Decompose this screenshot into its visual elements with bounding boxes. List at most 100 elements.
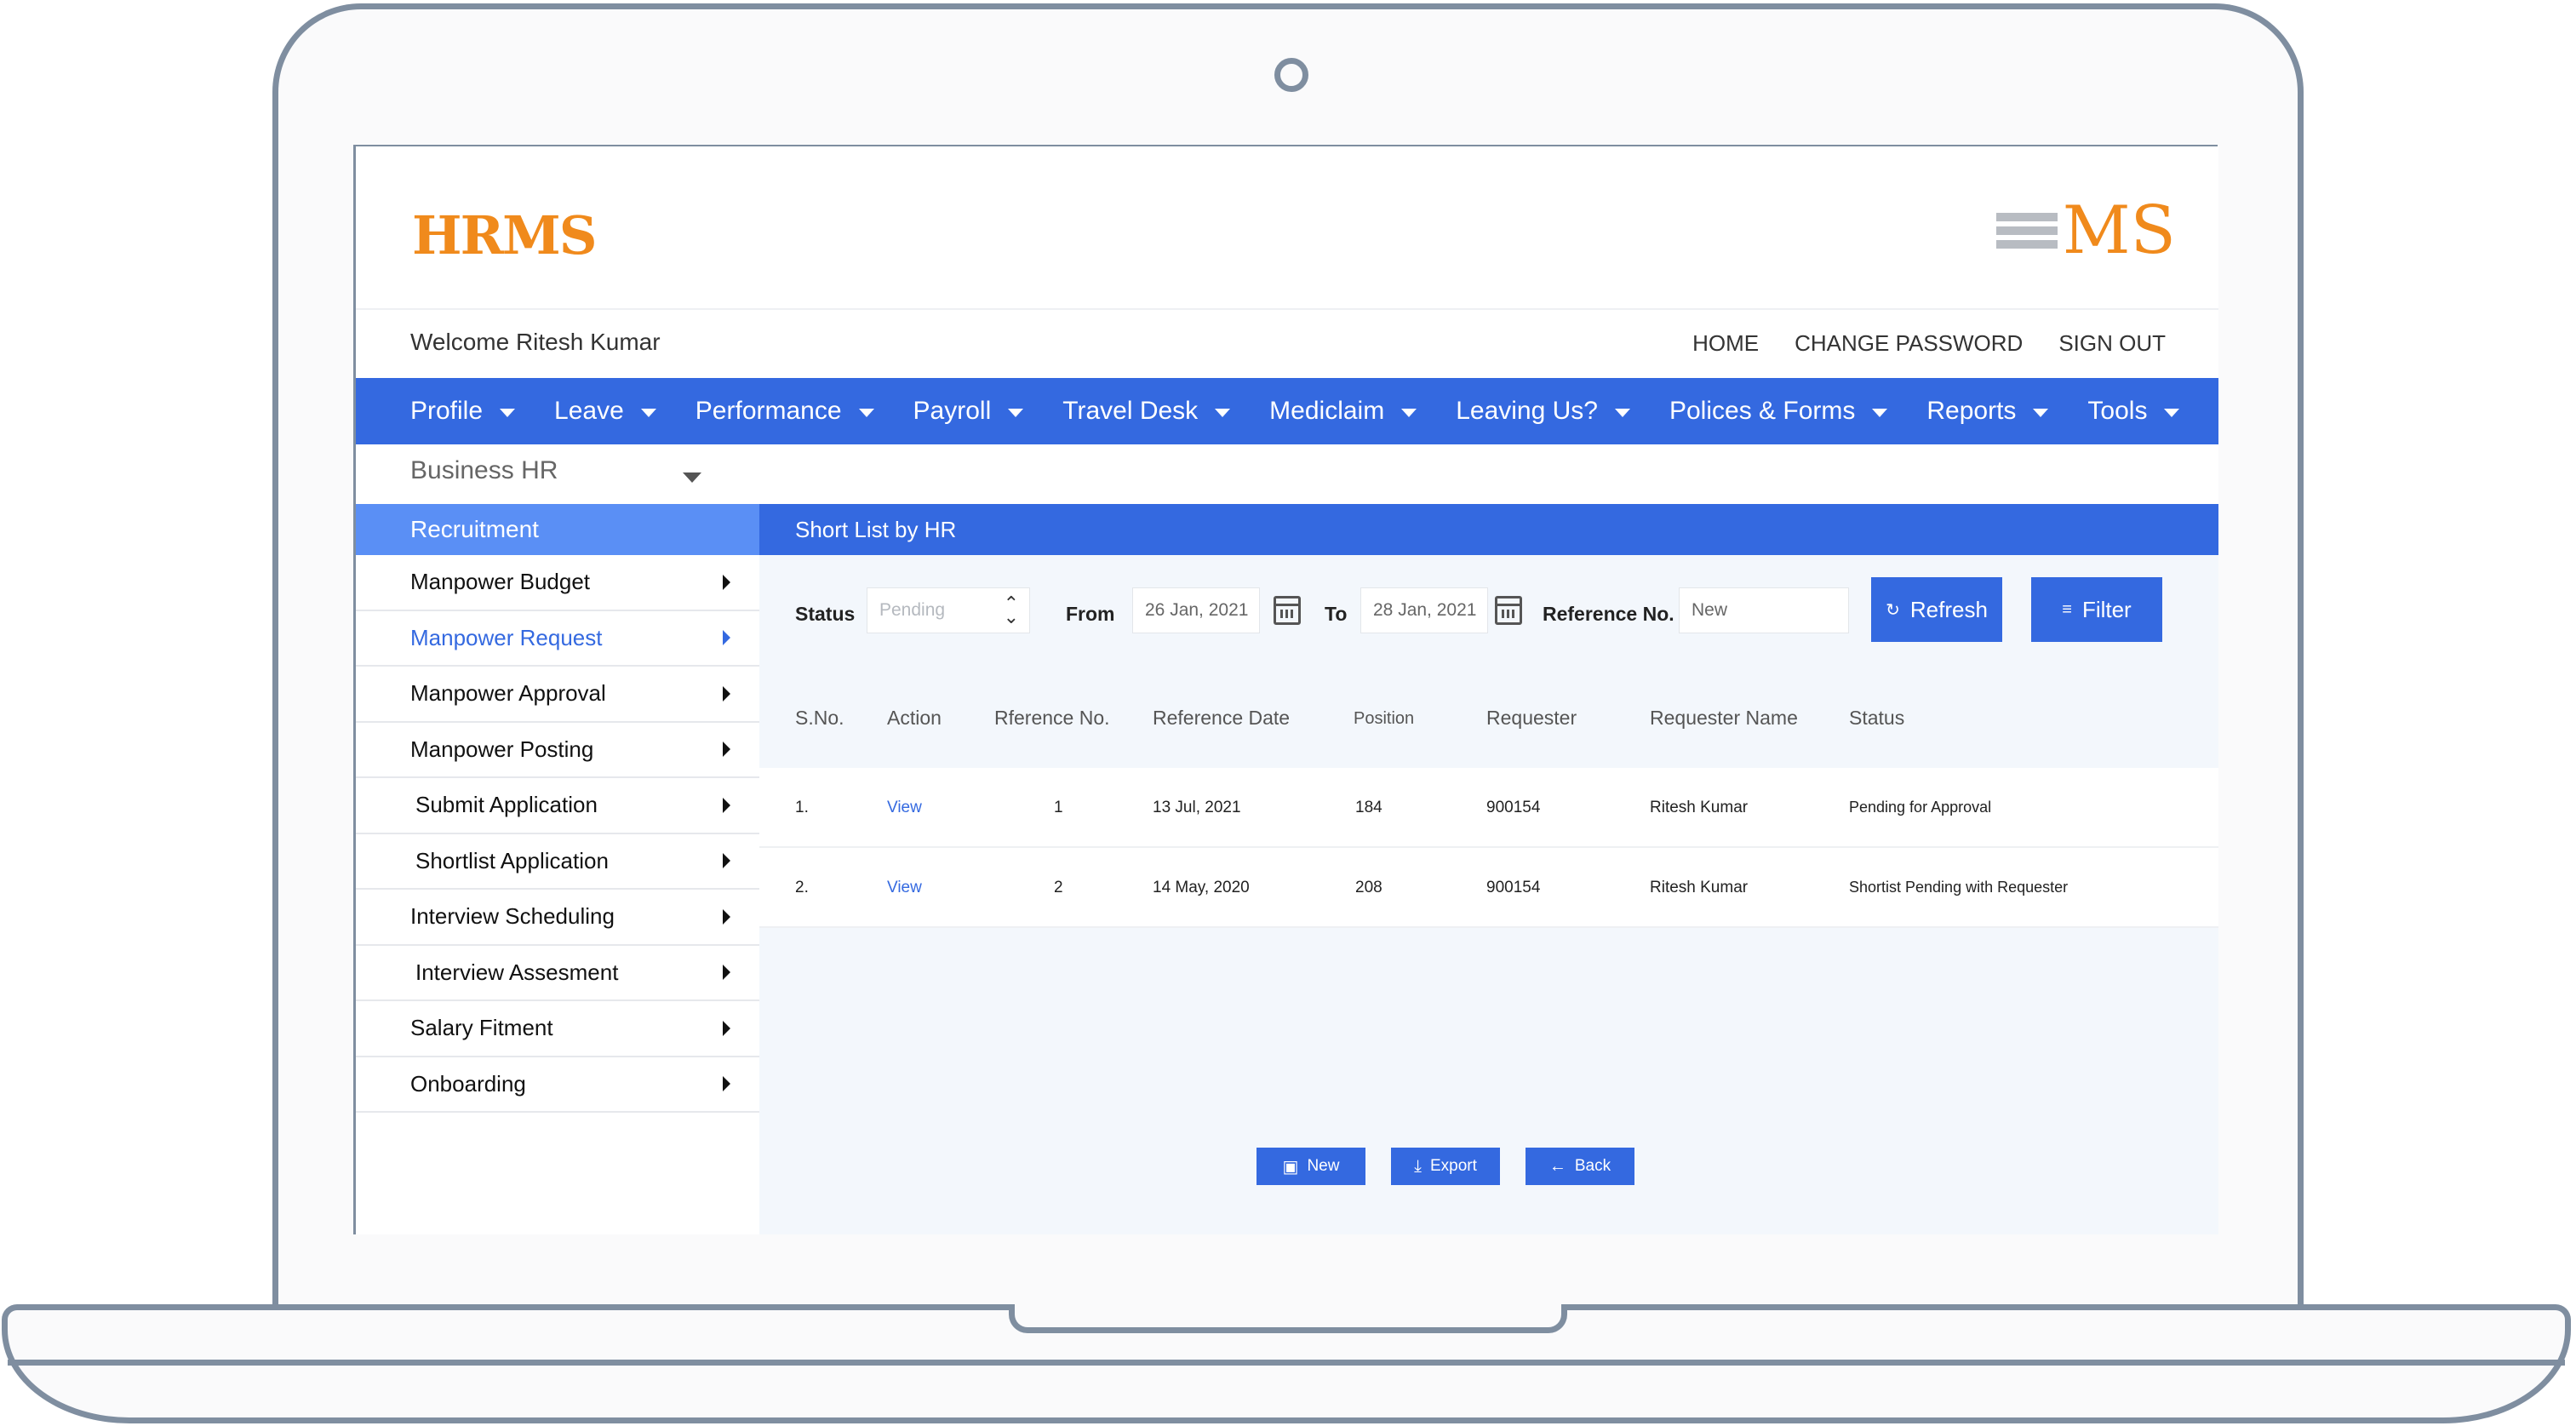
caret-down-icon bbox=[500, 409, 516, 417]
sidebar-item-interview-scheduling[interactable]: Interview Scheduling bbox=[356, 890, 759, 946]
updown-icon: ⌃ ⌄ bbox=[1003, 593, 1019, 627]
app-header: HRMS MS bbox=[356, 146, 2218, 310]
sidebar-item-interview-assesment[interactable]: Interview Assesment bbox=[356, 946, 759, 1001]
column-header: Action bbox=[887, 707, 942, 729]
reference-input-value: New bbox=[1692, 600, 1728, 620]
sidebar-item-label: Salary Fitment bbox=[410, 1015, 553, 1041]
home-link[interactable]: HOME bbox=[1692, 330, 1760, 356]
caret-right-icon bbox=[723, 1020, 730, 1036]
screen-border bbox=[353, 145, 357, 1234]
cell-sno: 1. bbox=[795, 799, 809, 816]
table-body: 1. View 1 13 Jul, 2021 184 900154 Ritesh… bbox=[759, 768, 2218, 928]
sidebar-item-label: Submit Application bbox=[415, 792, 598, 818]
status-label: Status bbox=[795, 603, 856, 625]
welcome-bar: Welcome Ritesh Kumar HOME CHANGE PASSWOR… bbox=[356, 310, 2218, 378]
caret-down-icon bbox=[640, 409, 656, 417]
new-button-label: New bbox=[1307, 1157, 1340, 1175]
cell-position: 208 bbox=[1355, 879, 1382, 896]
reference-label: Reference No. bbox=[1543, 603, 1674, 625]
sidebar-item-onboarding[interactable]: Onboarding bbox=[356, 1057, 759, 1113]
sidebar-item-label: Onboarding bbox=[410, 1070, 526, 1097]
sign-out-link[interactable]: SIGN OUT bbox=[2058, 330, 2166, 356]
refresh-button[interactable]: ↻ Refresh bbox=[1871, 577, 2002, 642]
calendar-icon[interactable] bbox=[1495, 596, 1522, 625]
to-date-input[interactable]: 28 Jan, 2021 bbox=[1360, 587, 1488, 633]
reference-input[interactable]: New bbox=[1679, 587, 1849, 633]
caret-right-icon bbox=[723, 797, 730, 813]
change-password-link[interactable]: CHANGE PASSWORD bbox=[1795, 330, 2024, 356]
back-button[interactable]: ← Back bbox=[1526, 1148, 1634, 1185]
sidebar-item-label: Manpower Posting bbox=[410, 736, 594, 762]
nav-label: Tools bbox=[2087, 397, 2148, 425]
nav-performance[interactable]: Performance bbox=[696, 397, 874, 426]
page-title: Short List by HR bbox=[759, 504, 2218, 555]
nav-payroll[interactable]: Payroll bbox=[913, 397, 1024, 426]
sidebar-item-label: Shortlist Application bbox=[415, 847, 609, 873]
top-links: HOME CHANGE PASSWORD SIGN OUT bbox=[1692, 330, 2166, 357]
view-link[interactable]: View bbox=[887, 799, 922, 816]
nav-label: Leave bbox=[554, 397, 624, 425]
nav-polices-forms[interactable]: Polices & Forms bbox=[1669, 397, 1888, 426]
caret-down-icon[interactable] bbox=[683, 472, 701, 483]
cell-status: Pending for Approval bbox=[1849, 799, 1992, 816]
refresh-icon: ↻ bbox=[1886, 600, 1900, 620]
table-row: 2. View 2 14 May, 2020 208 900154 Ritesh… bbox=[759, 848, 2218, 928]
status-select[interactable]: Pending ⌃ ⌄ bbox=[867, 587, 1030, 633]
sidebar-item-salary-fitment[interactable]: Salary Fitment bbox=[356, 1001, 759, 1057]
cell-position: 184 bbox=[1355, 799, 1382, 816]
sidebar-item-submit-application[interactable]: Submit Application bbox=[356, 778, 759, 834]
nav-reports[interactable]: Reports bbox=[1926, 397, 2049, 426]
arrow-left-icon: ← bbox=[1548, 1156, 1566, 1176]
nav-mediclaim[interactable]: Mediclaim bbox=[1269, 397, 1417, 426]
calendar-icon[interactable] bbox=[1274, 596, 1301, 625]
view-link[interactable]: View bbox=[887, 879, 922, 896]
cell-requester: 900154 bbox=[1486, 879, 1541, 896]
column-header: Requester Name bbox=[1650, 707, 1798, 729]
filter-button-label: Filter bbox=[2081, 596, 2132, 622]
caret-right-icon bbox=[723, 908, 730, 925]
sidebar-item-manpower-budget[interactable]: Manpower Budget bbox=[356, 555, 759, 611]
nav-label: Travel Desk bbox=[1062, 397, 1199, 425]
nav-leave[interactable]: Leave bbox=[554, 397, 656, 426]
caret-right-icon bbox=[723, 630, 730, 646]
filter-button[interactable]: ≡ Filter bbox=[2031, 577, 2162, 642]
from-date-value: 26 Jan, 2021 bbox=[1145, 600, 1249, 620]
table-row: 1. View 1 13 Jul, 2021 184 900154 Ritesh… bbox=[759, 768, 2218, 848]
app-screen: HRMS MS Welcome Ritesh Kumar HOME CHANGE… bbox=[356, 146, 2218, 1234]
nav-label: Payroll bbox=[913, 397, 992, 425]
sidebar-item-manpower-request[interactable]: Manpower Request bbox=[356, 611, 759, 667]
nav-profile[interactable]: Profile bbox=[410, 397, 516, 426]
new-button[interactable]: ▣ New bbox=[1257, 1148, 1365, 1185]
sidebar-item-shortlist-application[interactable]: Shortlist Application bbox=[356, 834, 759, 890]
nav-leaving-us[interactable]: Leaving Us? bbox=[1456, 397, 1630, 426]
nav-tools[interactable]: Tools bbox=[2087, 397, 2180, 426]
column-header: Reference Date bbox=[1153, 707, 1291, 729]
export-button-label: Export bbox=[1429, 1157, 1477, 1175]
company-logo: MS bbox=[1995, 198, 2176, 264]
nav-travel-desk[interactable]: Travel Desk bbox=[1062, 397, 1231, 426]
sidebar-item-manpower-approval[interactable]: Manpower Approval bbox=[356, 667, 759, 723]
filter-icon: ≡ bbox=[2062, 599, 2072, 619]
nav-label: Performance bbox=[695, 397, 842, 425]
caret-right-icon bbox=[723, 742, 730, 758]
caret-down-icon bbox=[2164, 409, 2180, 417]
caret-down-icon bbox=[2033, 409, 2049, 417]
cell-requester: 900154 bbox=[1486, 799, 1541, 816]
download-icon: ⤓ bbox=[1414, 1156, 1422, 1176]
column-header: Status bbox=[1849, 707, 1905, 729]
caret-right-icon bbox=[723, 574, 730, 590]
nav-label: Profile bbox=[410, 397, 484, 425]
business-select[interactable]: Business HR bbox=[410, 456, 558, 484]
sidebar-item-manpower-posting[interactable]: Manpower Posting bbox=[356, 723, 759, 778]
column-header: Requester bbox=[1486, 707, 1577, 729]
cell-name: Ritesh Kumar bbox=[1650, 879, 1749, 896]
welcome-text: Welcome Ritesh Kumar bbox=[410, 329, 661, 355]
back-button-label: Back bbox=[1574, 1157, 1611, 1175]
export-button[interactable]: ⤓ Export bbox=[1391, 1148, 1500, 1185]
cell-ref: 1 bbox=[1054, 799, 1063, 816]
from-date-input[interactable]: 26 Jan, 2021 bbox=[1132, 587, 1260, 633]
business-bar: Business HR bbox=[356, 444, 2218, 504]
caret-down-icon bbox=[1008, 409, 1024, 417]
hrms-logo[interactable]: HRMS bbox=[412, 204, 598, 266]
nav-label: Reports bbox=[1926, 397, 2017, 425]
